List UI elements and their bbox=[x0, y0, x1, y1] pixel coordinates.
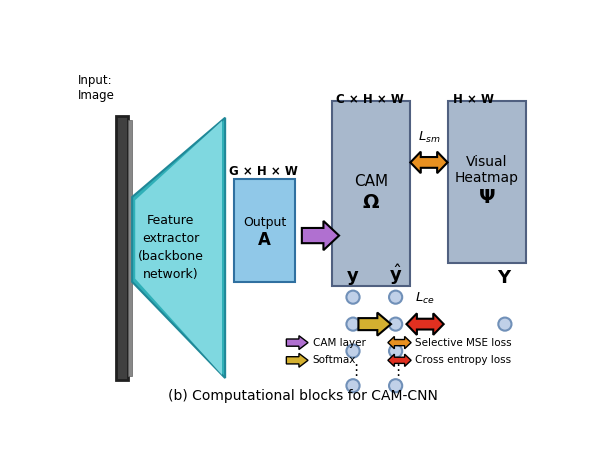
Polygon shape bbox=[287, 336, 308, 350]
Text: $\mathbf{Y}$: $\mathbf{Y}$ bbox=[497, 269, 513, 287]
Text: C × H × W: C × H × W bbox=[336, 93, 404, 106]
Polygon shape bbox=[132, 118, 225, 378]
Circle shape bbox=[346, 318, 359, 331]
Bar bbox=[234, 179, 295, 282]
Text: G × H × W: G × H × W bbox=[230, 165, 298, 178]
Text: Visual: Visual bbox=[466, 155, 508, 169]
Circle shape bbox=[389, 291, 402, 304]
Bar bbox=[128, 120, 132, 376]
Circle shape bbox=[346, 291, 359, 304]
Circle shape bbox=[498, 318, 511, 331]
Text: $L_{ce}$: $L_{ce}$ bbox=[415, 291, 435, 306]
Text: Input:
Image: Input: Image bbox=[78, 74, 115, 102]
Text: $\mathbf{A}$: $\mathbf{A}$ bbox=[258, 231, 272, 249]
Text: CAM: CAM bbox=[354, 174, 388, 189]
Text: $\vdots$: $\vdots$ bbox=[391, 362, 401, 378]
Bar bbox=[332, 101, 410, 285]
Text: Feature
extractor
(backbone
network): Feature extractor (backbone network) bbox=[138, 213, 204, 281]
Circle shape bbox=[389, 379, 402, 392]
Circle shape bbox=[389, 318, 402, 331]
Text: (b) Computational blocks for CAM-CNN: (b) Computational blocks for CAM-CNN bbox=[169, 388, 438, 402]
Polygon shape bbox=[135, 121, 222, 375]
Circle shape bbox=[346, 344, 359, 358]
Text: Output: Output bbox=[243, 216, 287, 229]
Circle shape bbox=[346, 379, 359, 392]
Text: $\mathbf{\Omega}$: $\mathbf{\Omega}$ bbox=[362, 193, 380, 212]
Text: H × W: H × W bbox=[453, 93, 494, 106]
Text: CAM layer: CAM layer bbox=[313, 337, 366, 348]
Text: Softmax: Softmax bbox=[313, 355, 356, 366]
Polygon shape bbox=[410, 152, 448, 173]
Polygon shape bbox=[302, 221, 339, 250]
Circle shape bbox=[389, 344, 402, 358]
Text: $\vdots$: $\vdots$ bbox=[348, 362, 358, 378]
Polygon shape bbox=[407, 314, 443, 335]
Text: Heatmap: Heatmap bbox=[455, 171, 519, 185]
Text: $L_{sm}$: $L_{sm}$ bbox=[417, 130, 440, 145]
Text: $\mathbf{\Psi}$: $\mathbf{\Psi}$ bbox=[478, 188, 496, 206]
Text: Cross entropy loss: Cross entropy loss bbox=[415, 355, 511, 366]
Text: Selective MSE loss: Selective MSE loss bbox=[415, 337, 511, 348]
Bar bbox=[116, 116, 128, 380]
Polygon shape bbox=[287, 353, 308, 367]
Text: $\hat{\mathbf{y}}$: $\hat{\mathbf{y}}$ bbox=[389, 263, 403, 287]
Bar bbox=[448, 101, 526, 263]
Text: $\mathbf{y}$: $\mathbf{y}$ bbox=[346, 269, 360, 287]
Polygon shape bbox=[358, 313, 391, 336]
Polygon shape bbox=[388, 336, 411, 349]
Polygon shape bbox=[388, 354, 411, 366]
